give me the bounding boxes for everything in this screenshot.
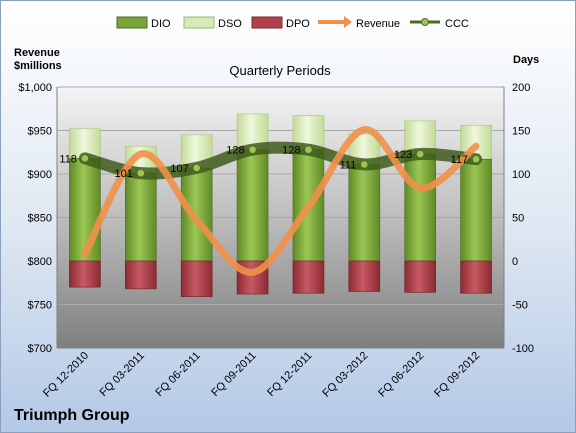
left-axis-label-line1: Revenue: [14, 47, 60, 59]
bars: [69, 113, 492, 297]
legend-label-dio: DIO: [151, 18, 171, 30]
bar-dio: [404, 153, 436, 262]
bar-dio: [69, 158, 101, 262]
bar-dio: [236, 149, 269, 262]
legend-label-dso: DSO: [218, 18, 242, 30]
bar-dio: [348, 164, 381, 262]
right-tick-label: 0: [512, 256, 518, 268]
bar-dpo: [125, 260, 157, 290]
ccc-marker: [192, 163, 201, 173]
ccc-data-label: 123: [394, 149, 412, 161]
revenue-line: [81, 126, 480, 276]
ccc-marker: [136, 168, 146, 178]
ccc-marker: [248, 145, 257, 154]
ccc-marker: [304, 145, 313, 154]
legend: DIO DSO DPO Revenue CCC: [116, 16, 469, 30]
left-tick-label: $950: [28, 126, 52, 138]
right-tick-label: 100: [512, 169, 530, 181]
ccc-data-label: 128: [282, 145, 300, 157]
bar-dio: [460, 158, 492, 262]
markers: 118 101 107 128 128 111 123 117: [59, 145, 481, 180]
bar-dpo: [404, 260, 436, 293]
ccc-line: [78, 141, 483, 180]
bar-dpo: [180, 260, 213, 297]
ccc-data-label: 111: [340, 159, 357, 171]
left-tick-label: $1,000: [18, 82, 52, 94]
right-axis-label: Days: [513, 54, 539, 66]
bar-dpo: [348, 260, 381, 292]
right-tick-label: 200: [512, 82, 530, 94]
left-axis-label-line2: $millions: [14, 60, 62, 72]
right-tick-label: -100: [512, 343, 534, 355]
left-tick-label: $700: [28, 343, 52, 355]
bar-dpo: [69, 260, 101, 288]
legend-marker-ccc: [421, 18, 429, 26]
legend-swatch-dso: [183, 16, 215, 29]
right-tick-label: -50: [512, 300, 528, 312]
right-tick-label: 50: [512, 213, 524, 225]
left-tick-label: $900: [28, 169, 52, 181]
legend-arrow-revenue: [344, 16, 352, 28]
bar-dio: [125, 172, 157, 262]
chart-title: Quarterly Periods: [229, 63, 331, 78]
right-tick-label: 150: [512, 126, 530, 138]
ccc-marker: [360, 160, 369, 169]
ccc-data-label: 101: [114, 168, 132, 180]
lines: [78, 126, 483, 276]
left-tick-label: $750: [28, 300, 52, 312]
ticks: $700 -100 $750 -50 $800 0 $850 50 $900 100 $950 150…: [18, 82, 534, 355]
ccc-data-label: 107: [170, 163, 188, 175]
bar-dio: [180, 167, 213, 262]
legend-label-dpo: DPO: [286, 18, 310, 30]
ccc-marker: [415, 149, 425, 159]
legend-swatch-dpo: [251, 16, 283, 29]
ccc-marker: [471, 154, 481, 164]
legend-swatch-dio: [116, 16, 148, 29]
legend-label-revenue: Revenue: [356, 18, 400, 30]
left-tick-label: $850: [28, 213, 52, 225]
ccc-marker: [80, 154, 90, 163]
left-tick-label: $800: [28, 256, 52, 268]
bar-dpo: [460, 260, 492, 294]
bar-dpo: [292, 260, 325, 294]
ccc-data-label: 117: [451, 154, 469, 166]
ccc-data-label: 118: [59, 153, 77, 165]
ccc-data-label: 128: [226, 145, 244, 157]
legend-label-ccc: CCC: [445, 18, 469, 30]
company-name: Triumph Group: [14, 407, 130, 424]
